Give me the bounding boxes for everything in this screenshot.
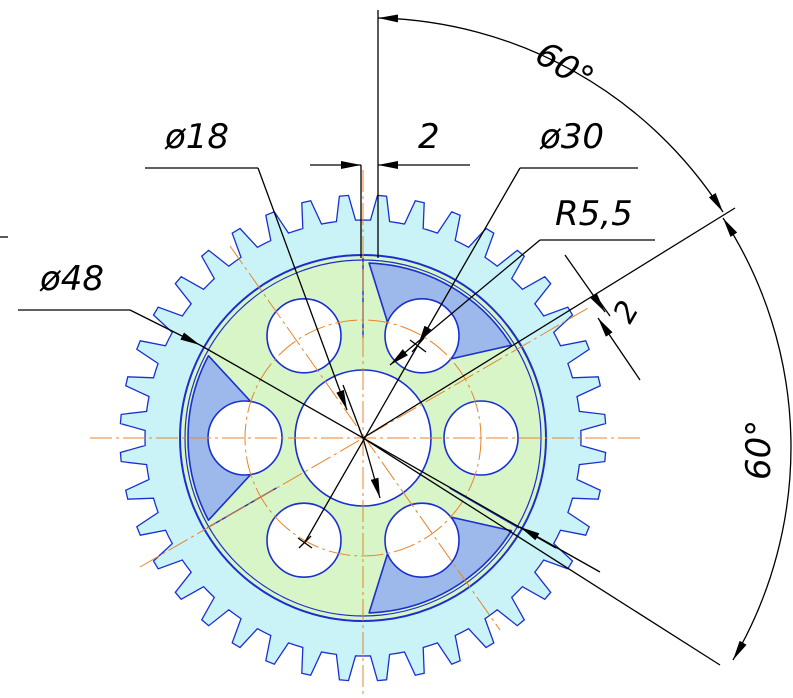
slot-line-3	[449, 487, 520, 529]
right-gap-arrow-a	[564, 254, 606, 313]
boltcircle-diameter	[304, 344, 419, 543]
right-gap-arrow-b	[597, 317, 641, 381]
right-gap-label: 2	[607, 295, 647, 329]
angle-arc-top	[377, 14, 724, 213]
dimension-lines	[0, 10, 792, 666]
angle-arc-right	[722, 217, 792, 661]
bolt-hole-1	[266, 297, 342, 374]
hub-arrow-lower	[362, 437, 381, 499]
hub-diameter-label: ø18	[164, 117, 229, 157]
hole-center-mark-a1	[409, 339, 427, 353]
bolt-hole-2	[384, 297, 460, 374]
angle-extension-lower	[362, 437, 721, 666]
hole-center-mark-b1	[297, 537, 313, 549]
disk-leader	[129, 309, 201, 346]
hole-center-mark-b2	[298, 535, 312, 549]
disk-arrow-right	[519, 526, 601, 573]
angle-extension-upper	[362, 207, 736, 439]
disk-diameter-label: ø48	[39, 259, 104, 299]
right-angle-label: 60°	[739, 420, 779, 480]
top-angle-label: 60°	[528, 34, 600, 100]
hub-leader	[257, 167, 348, 411]
bolt-circle	[244, 319, 482, 557]
hub-dim-line	[342, 384, 364, 439]
fillet-radius-label: R5,5	[555, 194, 633, 234]
bolt-hole-4	[384, 502, 460, 579]
right-gap-extension	[594, 294, 611, 317]
hole-center-mark-a2	[411, 337, 425, 353]
bolt-circle-label: ø30	[539, 117, 604, 157]
disk-diameter-line	[199, 344, 557, 549]
radius-leader	[389, 239, 541, 366]
gap-label: 2	[418, 117, 440, 157]
